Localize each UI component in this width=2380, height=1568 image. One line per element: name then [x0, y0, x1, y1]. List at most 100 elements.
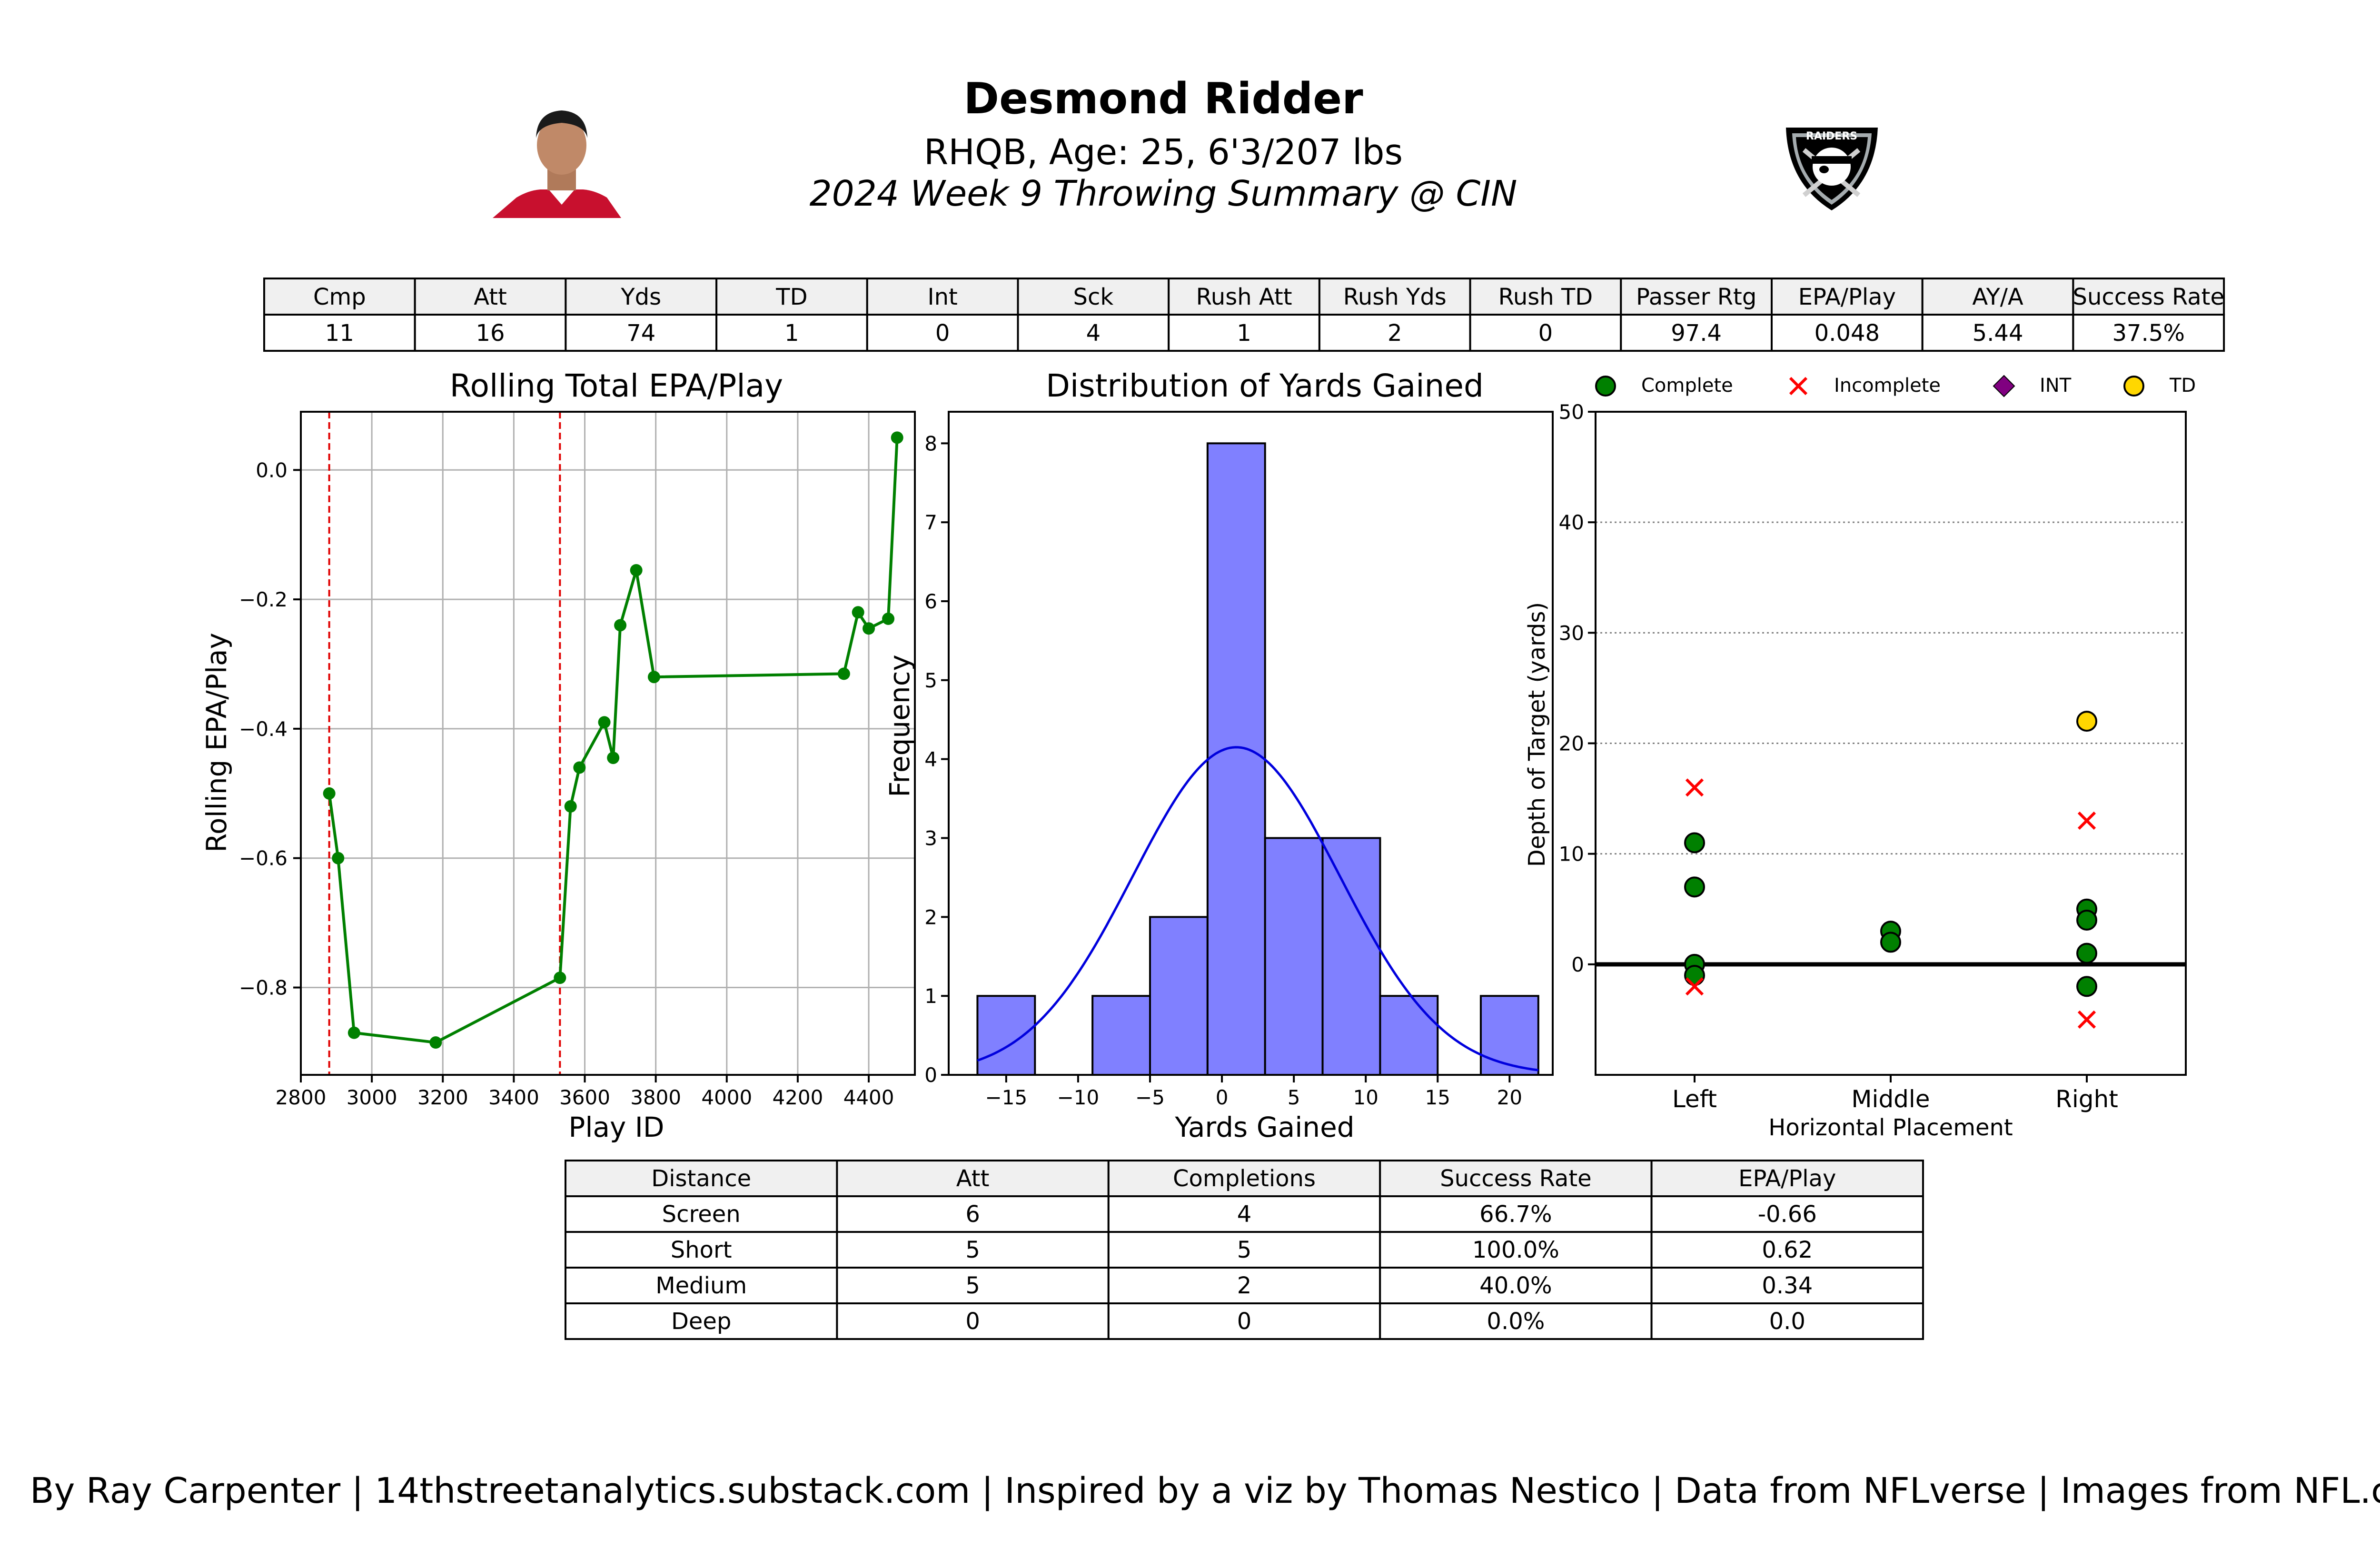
- distance-cell-value: 4: [1237, 1201, 1252, 1228]
- x-tick-label: 3600: [559, 1086, 610, 1109]
- stats-value: 74: [626, 320, 655, 347]
- y-tick-label: −0.2: [239, 588, 288, 611]
- legend-marker: [2123, 376, 2144, 397]
- y-tick-label: 40: [1559, 511, 1584, 534]
- histogram-xlabel: Yards Gained: [1174, 1111, 1354, 1143]
- stats-value: 1: [1237, 320, 1251, 347]
- y-tick-label: 0: [1571, 953, 1584, 976]
- epa-point: [554, 972, 566, 984]
- distance-cell-value: 66.7%: [1479, 1201, 1552, 1228]
- kde-curve: [977, 746, 1539, 1072]
- distance-cell: [1650, 1302, 1924, 1340]
- target-point-complete: [1684, 876, 1705, 898]
- stats-value-cell: [565, 314, 718, 352]
- x-tick-label: 3400: [488, 1086, 539, 1109]
- legend-label: Complete: [1641, 375, 1733, 397]
- y-tick-label: 7: [924, 511, 937, 534]
- distance-cell-value: 5: [1237, 1237, 1252, 1263]
- epa-point: [630, 564, 643, 576]
- epa-point: [614, 619, 627, 632]
- summary-subtitle: 2024 Week 9 Throwing Summary @ CIN: [810, 173, 1517, 214]
- stats-header-label: Yds: [620, 284, 661, 310]
- x-tick-label: −15: [985, 1086, 1028, 1109]
- distance-cell: [1107, 1267, 1381, 1304]
- stats-value-cell: [1017, 314, 1170, 352]
- distance-cell-value: 0.62: [1762, 1237, 1813, 1263]
- x-tick-label: 20: [1497, 1086, 1522, 1109]
- y-tick-label: −0.4: [239, 717, 288, 741]
- target-point-complete: [1684, 832, 1705, 853]
- x-tick-label: −5: [1135, 1086, 1165, 1109]
- target-point-complete: [1684, 965, 1705, 986]
- stats-header-label: Passer Rtg: [1636, 284, 1756, 310]
- stats-value: 37.5%: [2112, 320, 2185, 347]
- epa-point: [564, 800, 577, 813]
- distance-cell: [1379, 1302, 1653, 1340]
- yards-histogram-chart: Distribution of Yards Gained Yards Gaine…: [883, 367, 1554, 1143]
- x-tick-label: 10: [1353, 1086, 1378, 1109]
- stats-header-cell: [1318, 278, 1471, 316]
- target-point-incomplete: [2077, 1010, 2096, 1029]
- distance-cell: [565, 1231, 838, 1269]
- x-tick-label: 15: [1425, 1086, 1450, 1109]
- stats-header-cell: [565, 278, 718, 316]
- distance-cell: [1379, 1195, 1653, 1233]
- legend-label: INT: [2040, 375, 2072, 397]
- x-tick-label: 5: [1288, 1086, 1300, 1109]
- distance-header-cell: [836, 1160, 1110, 1197]
- header: Desmond Ridder RHQB, Age: 25, 6'3/207 lb…: [493, 74, 1878, 218]
- distance-header-label: Distance: [651, 1165, 751, 1192]
- stats-value: 0: [1538, 320, 1553, 347]
- scatter-ylabel: Depth of Target (yards): [1524, 602, 1550, 867]
- distance-cell: [1650, 1195, 1924, 1233]
- distance-cell-value: 5: [965, 1272, 980, 1299]
- distance-cell-value: Deep: [671, 1308, 732, 1335]
- rolling-epa-ylabel: Rolling EPA/Play: [200, 633, 233, 853]
- y-tick-label: 50: [1559, 400, 1584, 424]
- stats-value-cell: [2072, 314, 2225, 352]
- y-tick-label: −0.6: [239, 847, 288, 870]
- stats-value: 0: [935, 320, 950, 347]
- distance-cell-value: 0.0: [1769, 1308, 1805, 1335]
- epa-point: [598, 716, 611, 729]
- distance-cell: [1650, 1267, 1924, 1304]
- distance-cell-value: Medium: [655, 1272, 747, 1299]
- stats-header-cell: [2072, 278, 2225, 316]
- y-tick-label: 20: [1559, 732, 1584, 755]
- epa-series-line: [327, 437, 899, 1044]
- histogram-title: Distribution of Yards Gained: [1046, 367, 1484, 404]
- legend-marker: [1993, 375, 2015, 397]
- target-point-complete: [1880, 932, 1901, 953]
- epa-point: [607, 752, 620, 764]
- x-tick-label: 3800: [630, 1086, 681, 1109]
- x-tick-label: Right: [2055, 1085, 2118, 1113]
- epa-point: [882, 612, 895, 625]
- distance-cell-value: 0: [965, 1308, 980, 1335]
- distance-cell: [1650, 1231, 1924, 1269]
- x-tick-label: Middle: [1851, 1085, 1930, 1113]
- distance-cell-value: Short: [671, 1237, 732, 1263]
- distance-table: Distance Att Completions Success Rate EPA/Pl…: [565, 1160, 1924, 1340]
- team-logo: RAIDERS: [1786, 128, 1878, 210]
- histogram-bar: [1264, 837, 1324, 1076]
- stats-header-label: Sck: [1073, 284, 1114, 310]
- distance-cell-value: 40.0%: [1479, 1272, 1552, 1299]
- distance-cell: [1107, 1302, 1381, 1340]
- x-tick-label: Left: [1672, 1085, 1717, 1113]
- distance-cell-value: 5: [965, 1237, 980, 1263]
- distance-header-label: Completions: [1173, 1165, 1316, 1192]
- y-tick-label: 8: [924, 432, 937, 455]
- rolling-epa-title: Rolling Total EPA/Play: [450, 367, 783, 404]
- distance-cell-value: 0: [1237, 1308, 1252, 1335]
- y-tick-label: 3: [924, 827, 937, 850]
- rolling-epa-xlabel: Play ID: [568, 1111, 664, 1143]
- histogram-bar: [1091, 995, 1151, 1076]
- distance-cell: [1379, 1267, 1653, 1304]
- epa-point: [323, 787, 336, 800]
- stats-value: 5.44: [1973, 320, 2023, 347]
- stats-header-cell: [715, 278, 868, 316]
- stats-header-cell: [1921, 278, 2074, 316]
- distance-cell: [836, 1231, 1110, 1269]
- y-tick-label: 1: [924, 984, 937, 1008]
